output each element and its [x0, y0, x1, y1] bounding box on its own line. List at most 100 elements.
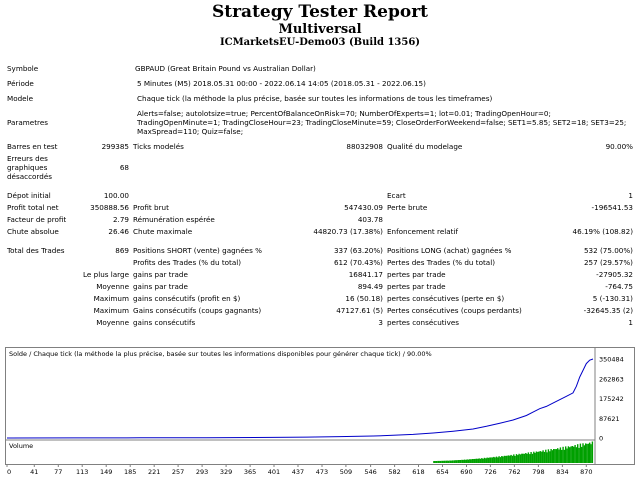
x-tick-label: 690 [460, 468, 472, 476]
x-tick-label: 0 [7, 468, 11, 476]
x-tick-label: 798 [532, 468, 544, 476]
balance-line [6, 358, 594, 439]
volume-bar [517, 455, 519, 463]
errors-label: Erreurs des graphiques désaccordés [7, 154, 52, 181]
params-label: Parametres [7, 118, 48, 127]
params-line: Alerts=false; autolotsize=true; PercentO… [137, 109, 551, 118]
largest-gain-value: 16841.17 [348, 270, 383, 279]
x-tick-label: 546 [364, 468, 376, 476]
volume-bar [575, 447, 578, 463]
consecutive-profit-label: Gains consécutifs (coups gagnants) [133, 306, 262, 315]
total-trades-value: 869 [115, 246, 129, 255]
avg-consecutive-wins-label: gains consécutifs [133, 318, 196, 327]
period-label: Période [7, 79, 34, 88]
largest-gain-label: gains par trade [133, 270, 188, 279]
gross-loss-label: Perte brute [387, 203, 428, 212]
symbol-label: Symbole [7, 64, 39, 73]
volume-bar [450, 460, 452, 463]
volume-bar [469, 459, 471, 463]
volume-bar [439, 460, 442, 463]
volume-bar [519, 454, 522, 463]
gross-profit-value: 547430.09 [344, 203, 383, 212]
chart-frame [5, 347, 635, 465]
volume-bar [535, 451, 538, 463]
volume-bar [541, 451, 543, 463]
params-line: TradingOpenMinute=1; TradingCloseHour=23… [137, 118, 627, 127]
volume-bar [483, 457, 486, 463]
volume-bar [531, 453, 534, 463]
volume-bar [585, 443, 587, 463]
volume-bar [489, 457, 491, 463]
maximum-prefix-2: Maximum [93, 306, 129, 315]
volume-bar [455, 460, 458, 463]
volume-bar [434, 461, 436, 463]
consecutive-loss-amount-label: Pertes consécutives (coups perdants) [387, 306, 522, 315]
volume-bar [566, 448, 568, 463]
volume-bar [510, 454, 512, 463]
volume-label: Volume [9, 442, 33, 450]
volume-bar [545, 449, 547, 463]
consecutive-wins-value: 16 (50.18) [345, 294, 383, 303]
volume-bar [542, 450, 544, 463]
x-tick-label: 654 [436, 468, 448, 476]
total-trades-label: Total des Trades [7, 246, 65, 255]
volume-bar [555, 449, 558, 463]
net-profit-value: 350888.56 [90, 203, 129, 212]
volume-bar [475, 458, 478, 463]
volume-bar [481, 458, 483, 463]
report-table: Symbole GBPAUD (Great Britain Pound vs Au… [5, 64, 635, 327]
x-tick-label: 149 [100, 468, 112, 476]
volume-bar [570, 446, 572, 463]
volume-bar [515, 454, 518, 463]
volume-bar [505, 455, 507, 463]
volume-bar [463, 459, 466, 463]
volume-bar [591, 441, 594, 463]
volume-bar [578, 447, 580, 463]
avg-consecutive-losses-value: 1 [628, 318, 633, 327]
symbol-value: GBPAUD (Great Britain Pound vs Australia… [135, 64, 316, 73]
short-positions-label: Positions SHORT (vente) gagnées % [133, 246, 262, 255]
volume-bar [465, 459, 467, 463]
long-positions-value: 532 (75.00%) [583, 246, 633, 255]
volume-bar [525, 453, 527, 463]
long-positions-label: Positions LONG (achat) gagnées % [387, 246, 512, 255]
volume-bar [565, 446, 567, 463]
volume-bar [485, 458, 487, 463]
volume-bar [435, 461, 438, 463]
loss-trades-value: 257 (29.57%) [583, 258, 633, 267]
volume-bar [462, 459, 464, 463]
y-tick-labels: 350484 262863 175242 87621 0 [599, 356, 624, 443]
volume-bar [478, 458, 480, 463]
average-loss-label: pertes par trade [387, 282, 446, 291]
volume-bar [574, 445, 576, 463]
x-tick-label: 437 [292, 468, 304, 476]
volume-bar [458, 460, 460, 463]
volume-bar [459, 460, 462, 463]
volume-bar [486, 457, 488, 463]
largest-prefix: Le plus large [83, 270, 129, 279]
volume-bar [554, 449, 556, 463]
avg-consecutive-wins-value: 3 [378, 318, 383, 327]
volume-bar [522, 453, 524, 463]
deposit-value: 100.00 [103, 191, 129, 200]
volume-bar [493, 456, 495, 463]
volume-bar [581, 446, 583, 463]
volume-bar [527, 452, 530, 463]
y-tick-label: 0 [599, 435, 603, 443]
consecutive-losses-value: 5 (-130.31) [592, 294, 633, 303]
volume-bar [482, 458, 484, 463]
volume-bar [490, 457, 492, 463]
y-tick-label: 350484 [599, 356, 624, 364]
volume-bar [441, 460, 443, 463]
volume-bar [473, 459, 475, 463]
volume-bar [589, 442, 591, 463]
max-drawdown-value: 44820.73 (17.38%) [313, 227, 383, 236]
volume-bar [577, 444, 579, 463]
consecutive-losses-label: pertes consécutives (perte en $) [387, 294, 505, 303]
bars-label: Barres en test [7, 142, 58, 151]
volume-bar [501, 456, 503, 463]
volume-bar [437, 460, 439, 463]
volume-bar [537, 451, 539, 463]
x-tick-label: 509 [340, 468, 352, 476]
volume-bar [582, 443, 584, 463]
